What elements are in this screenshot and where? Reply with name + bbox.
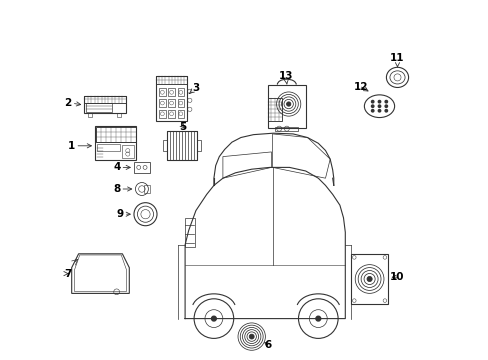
Circle shape (385, 105, 386, 107)
Text: 9: 9 (117, 209, 130, 219)
Text: 2: 2 (64, 98, 81, 108)
Circle shape (287, 103, 289, 105)
Bar (185, 218, 195, 247)
Bar (96, 127, 135, 143)
Circle shape (250, 336, 252, 338)
Bar (177, 99, 183, 107)
Text: 1: 1 (68, 141, 91, 151)
Bar (84, 96, 125, 103)
Circle shape (378, 100, 380, 103)
Bar (267, 85, 305, 128)
Text: 8: 8 (113, 184, 131, 194)
Text: 6: 6 (264, 340, 271, 350)
Circle shape (371, 109, 373, 112)
Circle shape (378, 109, 380, 112)
Bar (97, 144, 120, 150)
Bar (122, 145, 133, 158)
Bar (163, 140, 167, 151)
Bar (88, 113, 92, 117)
Bar (168, 99, 174, 107)
Text: 10: 10 (389, 272, 404, 282)
Bar (177, 110, 183, 118)
Text: 13: 13 (278, 71, 292, 84)
Bar (350, 254, 387, 304)
Bar (275, 126, 298, 131)
Bar (267, 98, 282, 121)
Text: 11: 11 (389, 53, 404, 67)
Bar (168, 88, 174, 96)
Bar (168, 110, 174, 118)
Text: 4: 4 (113, 162, 130, 172)
Text: 5: 5 (179, 122, 186, 132)
Circle shape (371, 100, 373, 103)
Text: 3: 3 (189, 83, 199, 93)
Bar (159, 88, 165, 96)
Circle shape (286, 102, 290, 106)
Bar (156, 76, 186, 121)
Bar (177, 88, 183, 96)
Bar (196, 140, 201, 151)
Bar (159, 110, 165, 118)
Bar (143, 185, 150, 193)
Circle shape (249, 334, 254, 339)
Circle shape (315, 316, 320, 321)
Text: 12: 12 (353, 82, 368, 92)
Circle shape (385, 100, 386, 103)
Bar (167, 131, 196, 160)
Bar (86, 103, 112, 112)
Bar (159, 99, 165, 107)
Circle shape (385, 109, 386, 112)
Bar (134, 162, 149, 173)
Circle shape (371, 105, 373, 107)
Bar (117, 113, 121, 117)
Circle shape (366, 276, 371, 282)
Circle shape (211, 316, 216, 321)
Bar (84, 96, 125, 113)
Bar (95, 126, 136, 160)
Circle shape (378, 105, 380, 107)
Circle shape (367, 278, 370, 280)
Bar (156, 76, 186, 84)
Text: 7: 7 (64, 269, 72, 279)
